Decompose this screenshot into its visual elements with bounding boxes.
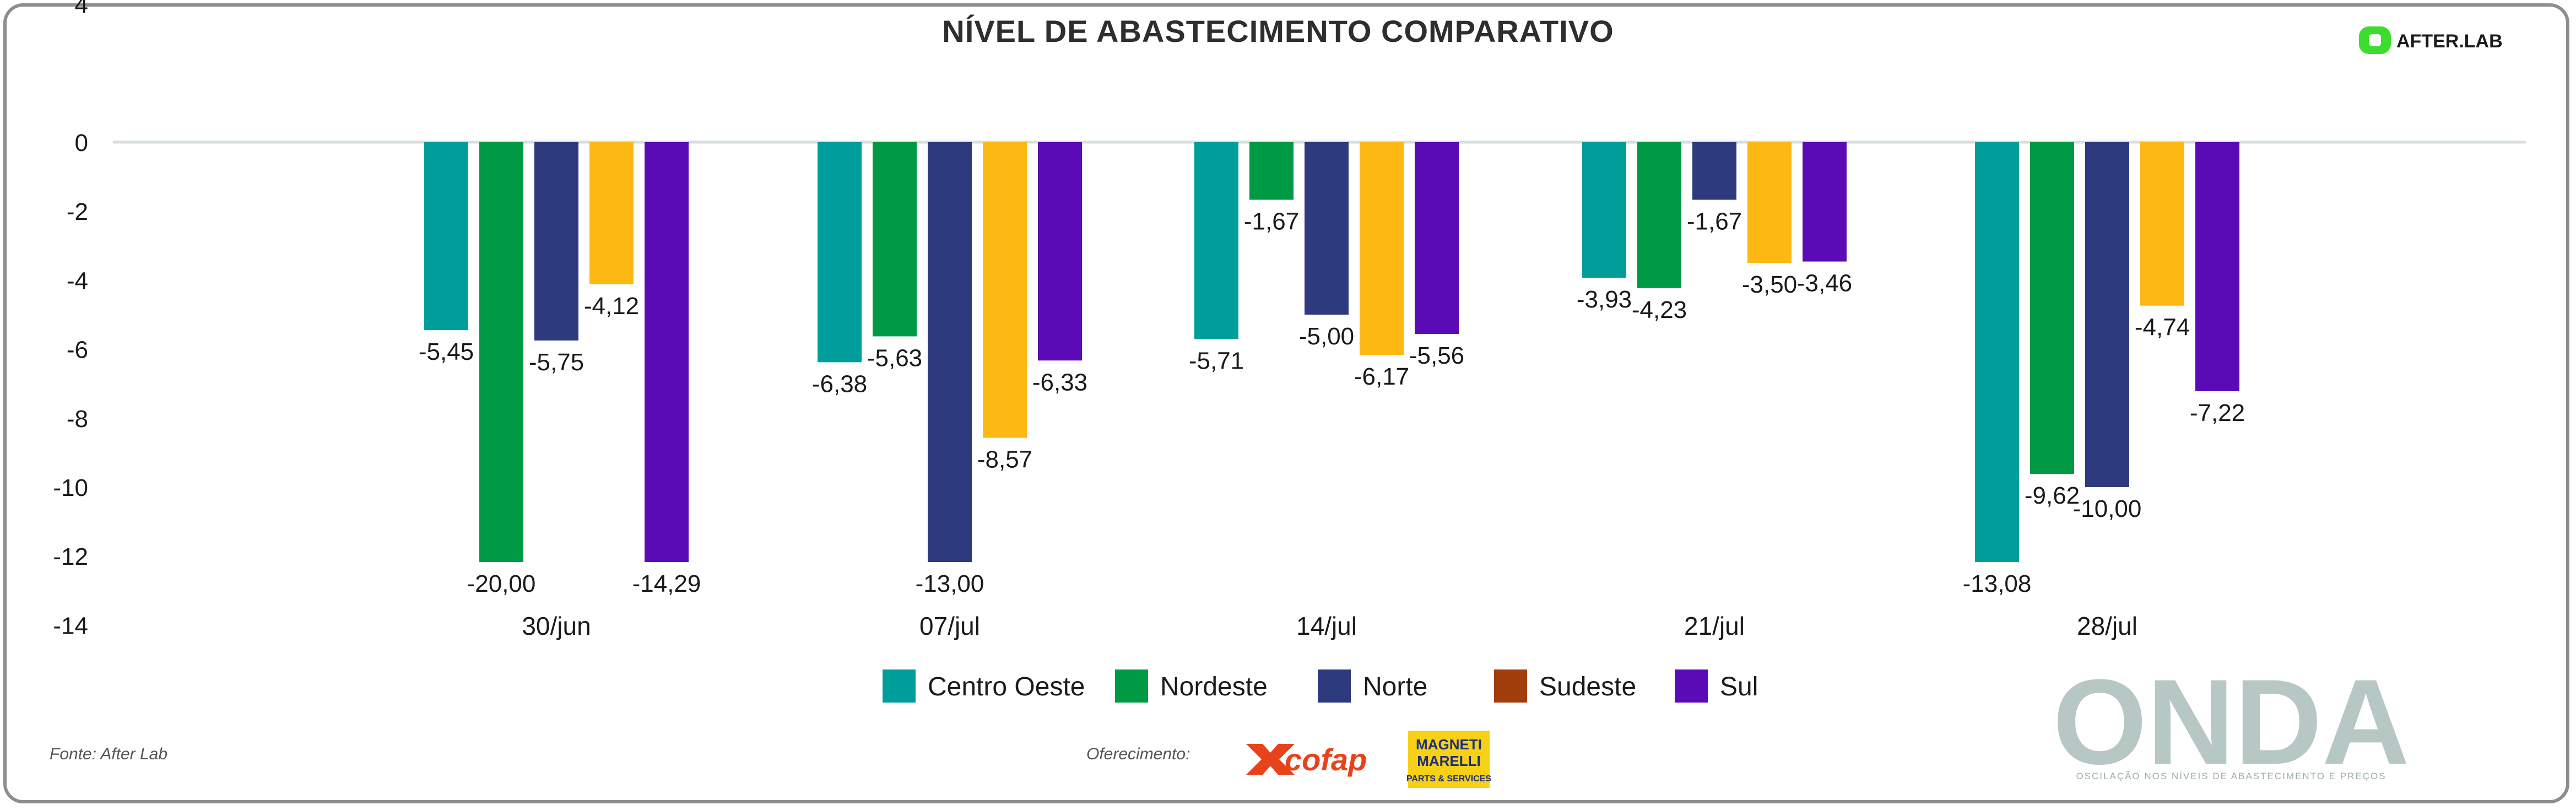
onda-watermark-subtitle: OSCILAÇÃO NOS NÍVEIS DE ABASTECIMENTO E …	[2076, 771, 2386, 781]
y-tick-label: -12	[53, 543, 88, 570]
y-tick-label: -8	[67, 406, 88, 433]
source-note: Fonte: After Lab	[50, 745, 167, 763]
bar	[1194, 142, 1238, 339]
cofap-logo-icon	[1246, 744, 1295, 775]
legend-label: Nordeste	[1160, 672, 1268, 701]
bar	[1803, 142, 1847, 262]
magneti-marelli-text-2: MARELLI	[1417, 753, 1481, 769]
y-tick-label: -4	[67, 267, 88, 294]
data-label: -3,50	[1742, 271, 1797, 298]
magneti-marelli-text-3: PARTS & SERVICES	[1406, 774, 1491, 784]
data-label: -20,00	[467, 570, 536, 597]
data-label: -4,12	[584, 293, 639, 320]
legend-swatch	[1318, 669, 1351, 703]
bar	[534, 142, 578, 341]
bar	[1975, 142, 2019, 562]
cofap-logo-text: cofap	[1285, 742, 1367, 777]
bar	[928, 142, 972, 562]
legend: Centro Oeste Nordeste Norte Sudeste Sul	[883, 669, 1758, 703]
y-axis-tick-labels: 4 0 -2 -4 -6 -8 -10 -12 -14	[53, 0, 88, 639]
category-label: 30/jun	[522, 612, 591, 640]
bar	[1415, 142, 1459, 334]
bar	[1360, 142, 1404, 355]
category-label: 14/jul	[1296, 612, 1357, 640]
data-label: -3,93	[1577, 286, 1632, 313]
magneti-marelli-text-1: MAGNETI	[1416, 736, 1482, 753]
data-label: -5,71	[1189, 347, 1244, 374]
data-label: -5,63	[867, 344, 922, 371]
bar	[1692, 142, 1736, 200]
legend-swatch	[1494, 669, 1527, 703]
category-label: 21/jul	[1684, 612, 1745, 640]
legend-label: Sudeste	[1539, 672, 1636, 701]
bar	[2140, 142, 2184, 306]
data-label: -6,38	[812, 370, 867, 397]
legend-label: Centro Oeste	[928, 672, 1085, 701]
bar	[2030, 142, 2074, 474]
magneti-marelli-logo-background	[1408, 731, 1490, 788]
bar	[1249, 142, 1294, 200]
bar	[479, 142, 523, 562]
category-labels: 30/jun 07/jul 14/jul 21/jul 28/jul	[522, 612, 2137, 640]
data-label: -14,29	[632, 570, 701, 597]
y-tick-label: 0	[75, 129, 88, 156]
bars	[424, 142, 2239, 562]
y-tick-label: -14	[53, 612, 88, 639]
bar	[2085, 142, 2129, 487]
afterlab-logo-text: AFTER.LAB	[2396, 31, 2503, 52]
y-tick-label: 4	[75, 0, 88, 19]
data-label: -5,75	[529, 349, 584, 376]
data-label: -9,62	[2025, 482, 2080, 509]
data-label: -13,08	[1963, 570, 2032, 597]
y-tick-label: -10	[53, 474, 88, 501]
data-label: -8,57	[977, 446, 1032, 473]
bar	[1305, 142, 1349, 315]
legend-swatch	[1115, 669, 1148, 703]
sponsors-label: Oferecimento:	[1086, 745, 1190, 763]
data-label: -13,00	[916, 570, 984, 597]
afterlab-logo-icon-inner	[2369, 34, 2381, 46]
data-label: -3,46	[1797, 270, 1852, 297]
bar	[424, 142, 468, 331]
data-label: -1,67	[1244, 208, 1299, 235]
data-label: -1,67	[1687, 208, 1742, 235]
legend-swatch	[883, 669, 916, 703]
bar	[645, 142, 689, 562]
data-label: -4,74	[2135, 314, 2190, 341]
onda-watermark: ONDA	[2053, 654, 2410, 790]
bar	[2195, 142, 2239, 391]
data-label: -5,45	[419, 338, 474, 365]
data-label: -6,33	[1032, 369, 1087, 396]
data-label: -5,00	[1299, 323, 1354, 350]
bar	[1038, 142, 1082, 361]
data-label: -5,56	[1409, 342, 1464, 369]
bar	[818, 142, 862, 363]
category-label: 07/jul	[919, 612, 980, 640]
bar	[983, 142, 1027, 438]
legend-swatch	[1675, 669, 1708, 703]
legend-label: Norte	[1363, 672, 1427, 701]
data-labels: -5,45 -6,38 -5,71 -3,93 -13,08 -20,00 -5,63 -1,…	[419, 208, 2245, 597]
cofap-logo: cofap	[1246, 742, 1367, 777]
bar	[873, 142, 917, 337]
data-label: -4,23	[1632, 296, 1687, 323]
y-tick-label: -6	[67, 337, 88, 364]
bar	[1747, 142, 1792, 263]
bar	[1637, 142, 1681, 288]
category-label: 28/jul	[2077, 612, 2137, 640]
magneti-marelli-logo: MAGNETI MARELLI PARTS & SERVICES	[1406, 731, 1491, 788]
y-tick-label: -2	[67, 198, 88, 225]
chart-frame	[3, 3, 2569, 803]
data-label: -6,17	[1354, 363, 1409, 390]
afterlab-logo: AFTER.LAB	[2359, 26, 2503, 54]
bar	[1582, 142, 1626, 278]
legend-label: Sul	[1720, 672, 1758, 701]
data-label: -10,00	[2073, 495, 2142, 522]
data-label: -7,22	[2190, 399, 2245, 426]
bar	[589, 142, 634, 284]
chart-title: NÍVEL DE ABASTECIMENTO COMPARATIVO	[942, 14, 1614, 48]
